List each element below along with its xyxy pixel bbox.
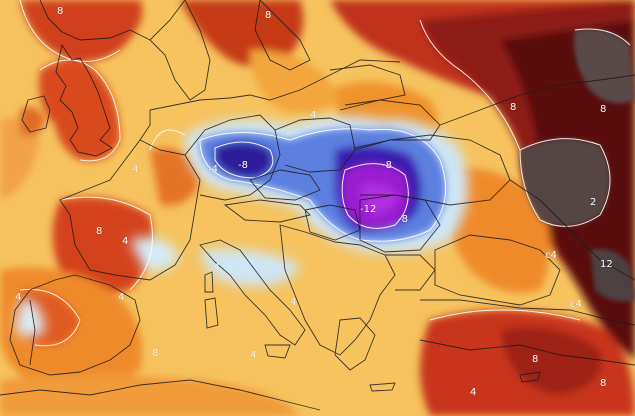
italy-outline bbox=[199, 239, 306, 346]
finland-outline bbox=[254, 0, 311, 71]
label-greece-4: 4 bbox=[470, 387, 476, 398]
label-germany-m4: -4 bbox=[208, 164, 218, 175]
label-turkey-c4: c4 bbox=[570, 299, 582, 310]
sardinia-outline bbox=[204, 297, 219, 329]
norway-coastline bbox=[39, 0, 186, 41]
sicily-outline bbox=[264, 344, 291, 359]
label-baltic-8: 8 bbox=[265, 10, 271, 21]
ireland-coastline bbox=[21, 95, 51, 133]
label-iberia-4: 4 bbox=[15, 292, 21, 303]
label-africa-8: 8 bbox=[152, 348, 158, 359]
label-poland-m8: -8 bbox=[382, 160, 392, 171]
label-scand-4: 4 bbox=[310, 110, 316, 121]
label-africa-4: 4 bbox=[250, 350, 256, 361]
turkey-outline bbox=[420, 299, 635, 326]
label-norway-8: 8 bbox=[57, 6, 63, 17]
label-hungary-m12: -12 bbox=[360, 204, 376, 215]
label-turkey-8: 8 bbox=[532, 354, 538, 365]
poland-outline bbox=[274, 117, 356, 173]
russia-border-south bbox=[509, 179, 635, 281]
africa-coast bbox=[0, 379, 321, 411]
baltics-outline bbox=[329, 64, 406, 106]
turkey-south-coast bbox=[419, 339, 635, 366]
label-russia-2: 2 bbox=[590, 197, 596, 208]
label-russia-8: 8 bbox=[600, 104, 606, 115]
baltic-coast bbox=[149, 59, 401, 111]
uk-coastline bbox=[55, 43, 113, 157]
crete-outline bbox=[369, 382, 396, 392]
label-italy-4: 4 bbox=[290, 297, 296, 308]
austria-outline bbox=[223, 199, 311, 223]
label-turkey-8b: 8 bbox=[600, 378, 606, 389]
czech-outline bbox=[249, 169, 321, 201]
label-spain-8: 8 bbox=[96, 226, 102, 237]
label-spain-4: 4 bbox=[122, 236, 128, 247]
label-belarus-8: 8 bbox=[510, 102, 516, 113]
black-sea-coast bbox=[434, 234, 561, 306]
sweden-outline bbox=[149, 0, 211, 101]
contour-labels: 8 8 8 8 2 12 c4 c4 -8 -4 -8 -12 -8 8 4 4… bbox=[15, 6, 613, 399]
corsica-outline bbox=[204, 271, 214, 293]
germany-outline bbox=[184, 114, 281, 201]
label-spain-4b: 4 bbox=[118, 292, 124, 303]
north-sea-coast bbox=[139, 110, 151, 141]
cyprus-outline bbox=[519, 371, 541, 383]
cold-anomaly-field bbox=[15, 116, 468, 338]
label-romania-m8: -8 bbox=[398, 214, 408, 225]
extreme-warm-cores bbox=[520, 29, 635, 302]
iberia-outline bbox=[9, 274, 141, 376]
label-france-m4: -4 bbox=[210, 262, 220, 273]
label-caspian-12: 12 bbox=[600, 259, 613, 270]
spain-portugal-border bbox=[29, 299, 36, 366]
label-germany-m8: -8 bbox=[238, 160, 248, 171]
balkans-outline bbox=[279, 224, 396, 356]
france-outline bbox=[59, 139, 201, 281]
label-ukraine-c4: c4 bbox=[545, 250, 557, 261]
label-uk-4: 4 bbox=[132, 164, 138, 175]
russia-border bbox=[439, 74, 635, 126]
greece-outline bbox=[334, 317, 376, 371]
